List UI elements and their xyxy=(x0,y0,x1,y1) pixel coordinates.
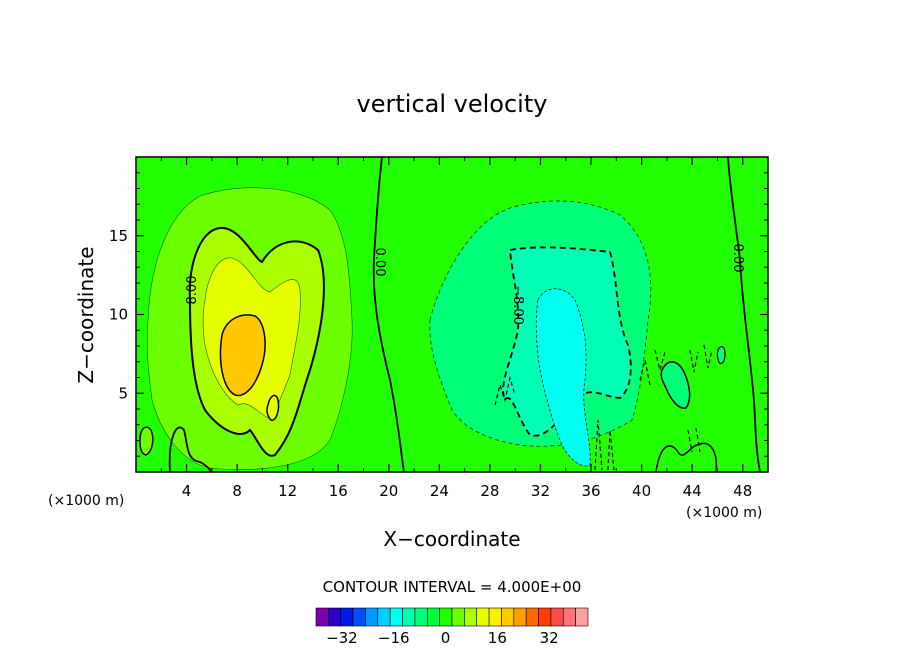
colorbar-swatch xyxy=(426,607,440,627)
colorbar-tick-label: −16 xyxy=(378,629,410,647)
x-tick-label: 48 xyxy=(733,482,752,500)
y-tick-label: 15 xyxy=(109,227,128,245)
contour-cell-right-2 xyxy=(716,345,726,365)
colorbar-tick-label: −32 xyxy=(326,629,358,647)
zero-contour-left xyxy=(372,157,405,472)
colorbar-swatch xyxy=(439,607,453,627)
chart-title: vertical velocity xyxy=(357,90,548,118)
colorbar: −32 −16 0 16 32 xyxy=(315,607,589,647)
colorbar-swatch xyxy=(562,607,576,627)
x-unit-left: (×1000 m) xyxy=(48,493,124,509)
colorbar-tick-label: 32 xyxy=(540,629,559,647)
x-tick-label: 4 xyxy=(182,482,192,500)
colorbar-swatch xyxy=(451,607,465,627)
contour-small-updraft-cell xyxy=(266,394,280,421)
contour-fill-updraft-16 xyxy=(219,314,266,397)
x-tick-label: 32 xyxy=(531,482,550,500)
x-tick-label: 16 xyxy=(329,482,348,500)
colorbar-swatch xyxy=(476,607,490,627)
zero-contour-bottom-left xyxy=(168,426,213,472)
colorbar-swatch xyxy=(513,607,527,627)
x-tick-label: 28 xyxy=(480,482,499,500)
x-tick-label: 20 xyxy=(379,482,398,500)
contour-label-zero-right: 0.00 xyxy=(730,244,745,273)
zero-contour-bottom-right xyxy=(655,442,718,472)
colorbar-swatch xyxy=(352,607,366,627)
contour-cell-right-1 xyxy=(660,361,691,409)
gravity-wave-features xyxy=(494,344,713,471)
x-tick-label: 8 xyxy=(232,482,242,500)
colorbar-swatch xyxy=(389,607,403,627)
y-tick-label: 10 xyxy=(109,306,128,324)
colorbar-swatch xyxy=(464,607,478,627)
colorbar-swatch xyxy=(550,607,564,627)
x-tick-label: 24 xyxy=(430,482,449,500)
x-tick-label: 40 xyxy=(632,482,651,500)
colorbar-tick-label: 16 xyxy=(488,629,507,647)
colorbar-swatch xyxy=(525,607,539,627)
colorbar-swatch xyxy=(501,607,515,627)
colorbar-swatch xyxy=(328,607,342,627)
colorbar-swatch xyxy=(365,607,379,627)
zero-contour-right xyxy=(727,157,761,472)
contour-left-edge-cell xyxy=(139,426,154,456)
contour-label-8: 8.00 xyxy=(185,276,200,305)
contour-label-zero-left: 0.00 xyxy=(372,248,387,277)
plot-area: 8.00 0.00 −8.00 0.00 xyxy=(136,157,768,472)
colorbar-swatch xyxy=(315,607,329,627)
colorbar-swatch xyxy=(414,607,428,627)
x-tick-label: 36 xyxy=(581,482,600,500)
x-tick-label: 12 xyxy=(278,482,297,500)
y-axis-label: Z−coordinate xyxy=(74,246,98,383)
contour-label-neg8: −8.00 xyxy=(510,285,525,325)
colorbar-swatch xyxy=(340,607,354,627)
colorbar-swatch xyxy=(377,607,391,627)
x-unit-right: (×1000 m) xyxy=(686,505,762,521)
colorbar-tick-label: 0 xyxy=(441,629,451,647)
colorbar-swatch xyxy=(538,607,552,627)
colorbar-swatch xyxy=(575,607,589,627)
colorbar-swatch xyxy=(488,607,502,627)
contour-fill-downdraft-12 xyxy=(535,288,591,467)
colorbar-swatch xyxy=(402,607,416,627)
contour-interval-text: CONTOUR INTERVAL = 4.000E+00 xyxy=(323,578,582,596)
y-tick-label: 5 xyxy=(118,384,128,402)
x-axis-label: X−coordinate xyxy=(383,527,520,551)
x-tick-label: 44 xyxy=(683,482,702,500)
